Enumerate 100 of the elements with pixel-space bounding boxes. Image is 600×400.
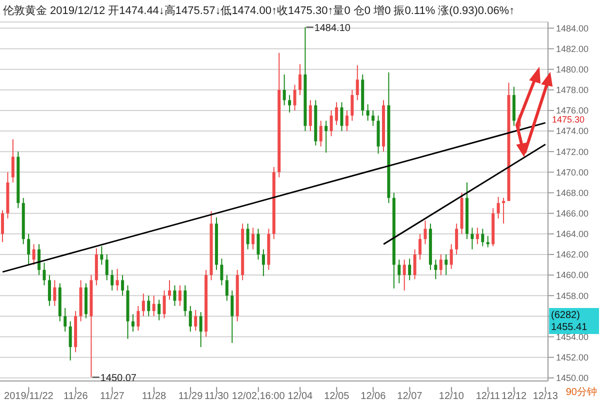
text: 1455.41 (551, 322, 588, 333)
candlestick (100, 246, 104, 266)
candlestick (262, 248, 265, 277)
candlestick (413, 248, 416, 280)
candlestick (486, 235, 490, 248)
candlestick (366, 104, 370, 122)
candlestick (372, 110, 375, 126)
y-tick-label: 1470.00 (556, 167, 589, 178)
candlestick (434, 259, 438, 280)
candlestick (199, 312, 202, 348)
candlestick (147, 295, 150, 317)
candlestick (439, 254, 442, 276)
candlestick (225, 274, 228, 302)
candlestick (42, 262, 46, 286)
candlestick (38, 244, 41, 276)
candlestick (184, 284, 187, 317)
y-tick-label: 1480.00 (556, 64, 589, 75)
annotation: 1484.10 (314, 23, 351, 34)
candlestick (116, 268, 119, 291)
x-tick-label: 11/28 (142, 391, 167, 400)
candlestick (350, 89, 354, 122)
candlestick (356, 64, 359, 101)
candlestick (152, 295, 156, 317)
candlestick (32, 244, 36, 266)
candlestick (230, 290, 234, 344)
y-tick-label: 1468.00 (556, 188, 589, 198)
candlestick (298, 64, 302, 96)
candlestick (481, 228, 484, 247)
y-tick-label: 1484.00 (556, 23, 589, 34)
candlestick (158, 299, 161, 321)
candlestick (121, 274, 124, 296)
candlestick (408, 258, 412, 281)
x-tick-label: 12/07 (397, 391, 423, 400)
text: (6282) (551, 310, 580, 321)
candlestick (131, 314, 134, 332)
y-tick-label: 1466.00 (556, 208, 589, 219)
candlestick (444, 254, 448, 276)
x-tick-label: 11/27 (100, 391, 125, 400)
candlestick (178, 284, 182, 306)
x-tick-label: 12/05 (324, 391, 350, 400)
candlestick (53, 280, 56, 306)
candlestick (173, 284, 176, 306)
candlestick (64, 307, 67, 332)
x-tick-label: 12/02,16:00 (232, 391, 286, 400)
candlestick (48, 274, 51, 306)
y-tick-label: 1464.00 (556, 229, 589, 240)
y-tick-label: 1472.00 (556, 146, 589, 157)
y-tick-label: 1452.00 (556, 352, 589, 363)
candlestick (105, 254, 108, 281)
candlestick (246, 223, 250, 250)
x-tick-label: 11/30 (204, 391, 230, 400)
candlestick (252, 227, 255, 250)
annotation: 1450.07 (100, 373, 137, 384)
chart-title: 伦敦黄金 2019/12/12 开1474.44↓高1475.57↓低1474.00↑收1475.30↑量0 仓0 增0 振0.11% 涨(0.93)0.06%↑ (3, 4, 515, 17)
candlestick (308, 100, 312, 132)
text: 90分钟 (566, 386, 597, 398)
candlestick (162, 290, 166, 319)
candlestick (27, 233, 30, 266)
y-tick-label: 1474.00 (556, 126, 589, 136)
candlestick (11, 138, 14, 183)
x-tick-label: 12/10 (438, 391, 464, 400)
candlestick (142, 293, 145, 317)
candlestick (402, 259, 406, 291)
candlestick (476, 227, 479, 245)
candlestick (110, 269, 114, 291)
x-tick-label: 12/04 (288, 391, 314, 400)
y-tick-label: 1454.00 (556, 332, 589, 342)
candlestick (293, 84, 296, 111)
candlestick (68, 320, 72, 361)
x-tick-label: 12/06 (360, 391, 386, 400)
x-tick-label: 12/11 (476, 391, 501, 400)
y-tick-label: 1460.00 (556, 270, 589, 280)
candlestick (324, 120, 328, 154)
x-tick-label: 2019/11/22 (4, 391, 54, 400)
y-tick-label: 1458.00 (556, 290, 589, 301)
candlestick (340, 102, 344, 132)
candlestick (136, 305, 140, 332)
y-tick-label: 1462.00 (556, 250, 589, 260)
candlestick (424, 220, 427, 245)
candlestick (194, 310, 198, 332)
candlestick (168, 280, 172, 300)
candlestick (220, 258, 224, 286)
candlestick (418, 233, 422, 260)
x-tick-label: 11/29 (178, 391, 204, 400)
candlestick (330, 110, 333, 137)
candlestick (319, 120, 322, 147)
candlestick (455, 223, 458, 255)
x-tick-label: 12/12 (502, 391, 528, 400)
candlestick (188, 305, 192, 332)
x-tick-label: 11/26 (64, 391, 88, 400)
candlestick (450, 244, 453, 270)
x-tick-label: 12/13 (532, 391, 558, 400)
candlestick (282, 74, 286, 106)
candlestick (1, 210, 4, 243)
candlestick (496, 196, 500, 219)
y-tick-label: 1476.00 (556, 106, 589, 116)
candlestick (335, 102, 338, 126)
candlestick (256, 228, 260, 260)
y-tick-label: 1482.00 (556, 44, 589, 54)
candlestick (288, 94, 292, 114)
